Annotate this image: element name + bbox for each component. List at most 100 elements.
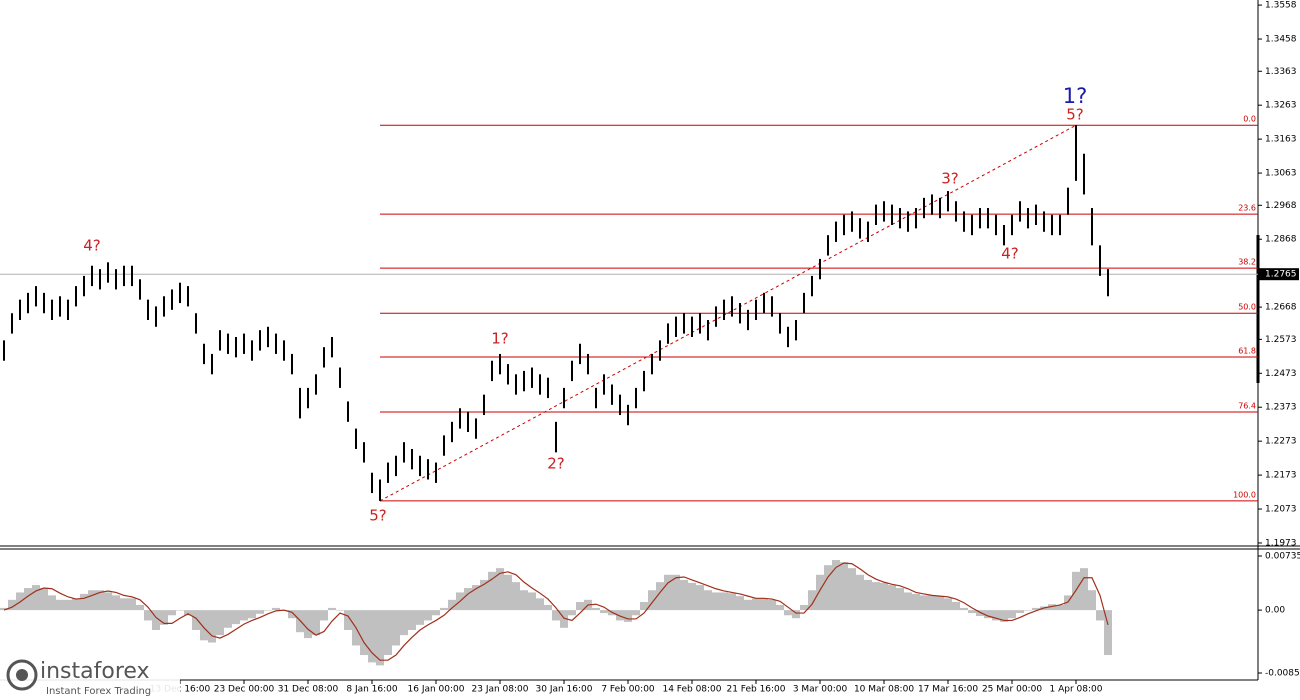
fib-label: 100.0 [1233,490,1256,499]
fib-label: 61.8 [1238,346,1256,355]
x-tick-label: 13 Dec 16:00 [150,685,211,695]
histogram-bar [128,598,136,611]
logo-icon [16,669,28,681]
histogram-bar [112,595,120,611]
histogram-bar [992,610,1000,621]
histogram-bar [784,610,792,616]
histogram-bar [24,588,32,611]
x-tick-label: 10 Mar 08:00 [854,685,914,695]
x-tick-label: 3 Mar 00:00 [793,685,848,695]
y-tick-label: 1.3063 [1265,169,1297,179]
wave-label: 1? [491,330,509,348]
x-tick-label: 31 Dec 08:00 [278,685,339,695]
histogram-bar [392,610,400,646]
histogram-bar [720,592,728,611]
histogram-bar [176,610,184,611]
y-tick-label: 1.2968 [1265,201,1297,211]
histogram-bar [480,579,488,611]
histogram-bar [632,610,640,616]
histogram-bar [440,607,448,611]
histogram-bar [336,610,344,611]
histogram-bar [808,590,816,611]
histogram-bar [424,610,432,621]
histogram-bar [384,610,392,656]
histogram-bar [816,574,824,611]
x-tick-label: 14 Feb 08:00 [662,685,721,695]
logo-tagline: Instant Forex Trading [46,686,151,697]
histogram-bar [592,607,600,611]
x-tick-label: 8 Jan 16:00 [346,685,398,695]
histogram-bar [144,610,152,621]
y-tick-label: 1.3163 [1265,135,1297,145]
histogram-bar [1016,610,1024,614]
current-price-box [1259,268,1299,281]
histogram-bar [776,604,784,611]
histogram-bar [8,599,16,611]
histogram-bar [184,610,192,616]
histogram-bar [344,610,352,631]
wave-label: 4? [83,237,101,255]
histogram-bar [800,604,808,611]
histogram-bar [464,588,472,611]
histogram-bar [264,610,272,611]
histogram-bar [168,610,176,616]
histogram-bar [488,571,496,611]
histogram-bar [472,585,480,611]
histogram-bar [1008,610,1016,619]
histogram-bar [648,590,656,611]
histogram-bar [88,590,96,611]
histogram-bar [408,610,416,631]
histogram-bar [904,592,912,611]
histogram-bar [520,590,528,611]
histogram-bar [216,610,224,636]
histogram-bar [688,582,696,611]
wave-label: 5? [1066,106,1084,124]
histogram-bar [48,595,56,611]
histogram-bar [560,610,568,628]
histogram-bar [832,560,840,611]
histogram-bar [240,610,248,621]
histogram-bar [672,574,680,611]
histogram-bar [56,599,64,611]
histogram-bar [888,585,896,611]
histogram-bar [960,607,968,611]
histogram-bar [576,602,584,611]
histogram-bar [600,610,608,614]
histogram-bar [416,610,424,625]
histogram-bar [912,593,920,611]
wave-label: 5? [369,507,387,525]
histogram-bar [1032,607,1040,611]
signal-line [3,562,1109,661]
histogram-bar [880,582,888,611]
wave-label: 2? [547,455,565,473]
fib-label: 0.0 [1243,115,1256,124]
y-tick-label: 1.2573 [1265,335,1297,345]
histogram-bar [744,599,752,611]
histogram-bar [432,610,440,616]
histogram-bar [288,610,296,619]
x-tick-label: 25 Mar 00:00 [982,685,1042,695]
histogram-bar [64,599,72,611]
histogram-bar [40,588,48,611]
histogram-bar [320,610,328,621]
y-tick-label: 1.1973 [1265,538,1297,548]
y-tick-label: 1.3363 [1265,67,1297,77]
histogram-bar [544,604,552,611]
histogram-bar [504,574,512,611]
histogram-bar [304,610,312,639]
x-tick-label: 23 Jan 08:00 [472,685,529,695]
y-tick-label: 1.2073 [1265,505,1297,515]
y-tick-label: -0.00854 [1265,669,1300,679]
y-tick-label: 0.00735 [1265,551,1300,561]
y-tick-label: 1.3558 [1265,1,1297,11]
histogram-bar [768,599,776,611]
x-tick-label: 1 Apr 08:00 [1050,685,1103,695]
histogram-bar [952,602,960,611]
histogram-bar [72,598,80,611]
fib-label: 23.6 [1238,204,1256,213]
histogram-bar [968,610,976,614]
y-tick-label: 1.2868 [1265,235,1297,245]
histogram-bar [32,585,40,611]
